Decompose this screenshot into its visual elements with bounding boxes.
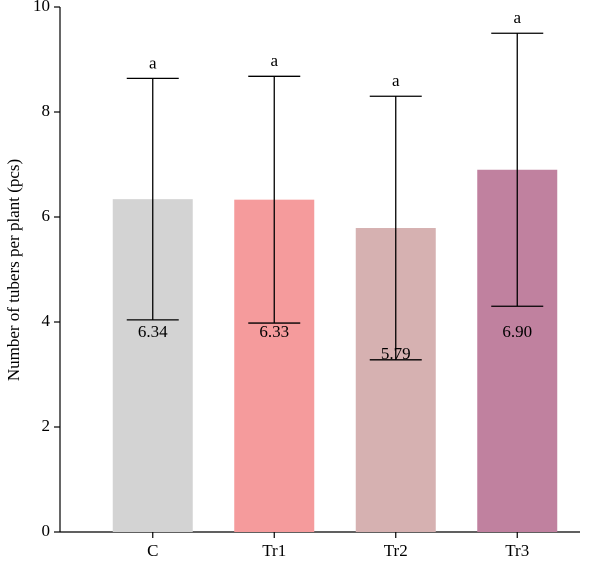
x-tick-label: Tr1 xyxy=(262,541,286,560)
value-label: 6.33 xyxy=(259,322,289,341)
y-axis-label: Number of tubers per plant (pcs) xyxy=(4,159,23,381)
x-tick-label: C xyxy=(147,541,158,560)
significance-letter: a xyxy=(270,51,278,70)
y-tick-label: 10 xyxy=(33,0,50,15)
y-tick-label: 8 xyxy=(42,101,51,120)
significance-letter: a xyxy=(392,71,400,90)
significance-letter: a xyxy=(149,53,157,72)
y-tick-label: 0 xyxy=(42,521,51,540)
y-tick-label: 6 xyxy=(42,206,51,225)
value-label: 6.34 xyxy=(138,322,168,341)
x-tick-label: Tr3 xyxy=(505,541,529,560)
value-label: 6.90 xyxy=(502,322,532,341)
significance-letter: a xyxy=(513,8,521,27)
value-label: 5.79 xyxy=(381,344,411,363)
x-tick-label: Tr2 xyxy=(384,541,408,560)
y-tick-label: 4 xyxy=(42,311,51,330)
y-tick-label: 2 xyxy=(42,416,51,435)
